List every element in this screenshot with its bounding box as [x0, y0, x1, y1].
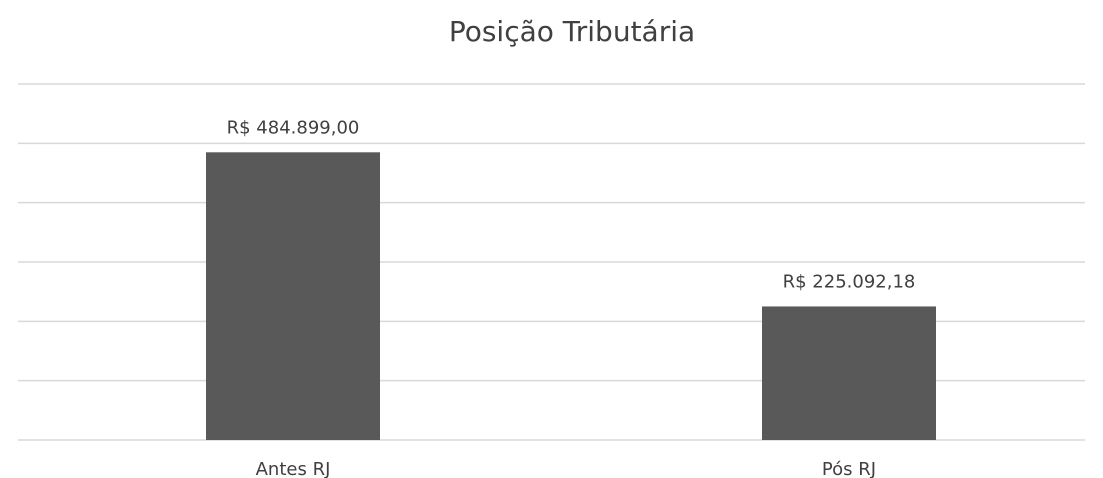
bar	[762, 306, 936, 440]
data-label: R$ 484.899,00	[227, 117, 360, 138]
bar	[206, 152, 380, 440]
chart-title: Posição Tributária	[449, 15, 695, 48]
x-tick-label: Pós RJ	[822, 459, 876, 478]
x-tick-label: Antes RJ	[256, 459, 331, 478]
data-label: R$ 225.092,18	[783, 271, 916, 292]
